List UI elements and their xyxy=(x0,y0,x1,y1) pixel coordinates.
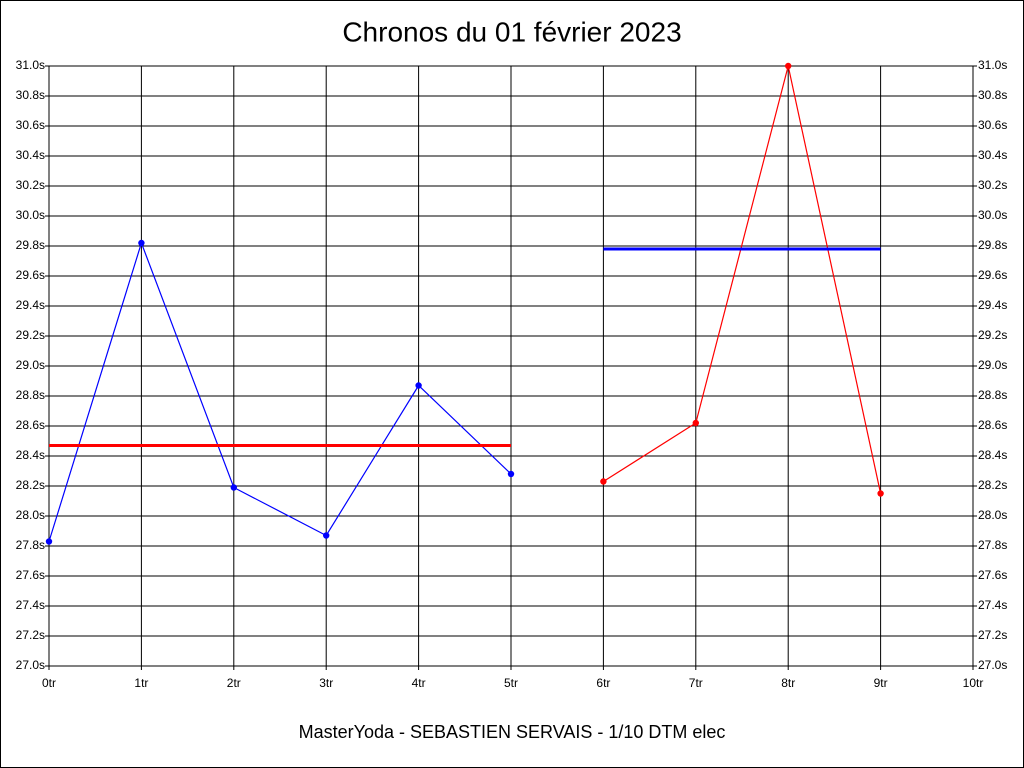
y-tick-label: 30.6s xyxy=(16,118,45,132)
point xyxy=(138,239,145,247)
y-tick-label: 28.0s xyxy=(16,508,45,522)
y-tick-label: 29.0s xyxy=(16,358,45,372)
y2-tick-label: 29.6s xyxy=(978,268,1007,282)
point xyxy=(45,538,53,545)
x-tick-label: 3tr xyxy=(319,676,333,690)
y2-tick-label: 27.2s xyxy=(978,628,1007,642)
y2-tick-label: 30.0s xyxy=(978,208,1007,222)
y2-tick-label: 30.2s xyxy=(978,178,1007,192)
y2-tick-label: 27.0s xyxy=(978,658,1007,672)
y2-tick-label: 27.8s xyxy=(978,538,1007,552)
point xyxy=(692,419,699,427)
y2-tick-label: 30.4s xyxy=(978,148,1007,162)
y2-tick-label: 28.0s xyxy=(978,508,1007,522)
y-tick-label: 28.6s xyxy=(16,418,45,432)
point xyxy=(507,470,515,478)
y2-tick-label: 30.6s xyxy=(978,118,1007,132)
y-tick-label: 29.2s xyxy=(16,328,45,342)
y-tick-label: 27.2s xyxy=(16,628,45,642)
x-tick-label: 2tr xyxy=(227,676,241,690)
point xyxy=(785,62,792,70)
plot-border xyxy=(48,65,974,667)
y2-tick-label: 28.2s xyxy=(978,478,1007,492)
y2-tick-label: 28.8s xyxy=(978,388,1007,402)
y-tick-label: 28.8s xyxy=(16,388,45,402)
y-tick-label: 27.8s xyxy=(16,538,45,552)
x-tick-label: 7tr xyxy=(689,676,703,690)
y2-tick-label: 29.8s xyxy=(978,238,1007,252)
y-tick-label: 30.0s xyxy=(16,208,45,222)
point xyxy=(230,484,237,491)
x-tick-label: 10tr xyxy=(963,676,984,690)
chart-subtitle: MasterYoda - SEBASTIEN SERVAIS - 1/10 DT… xyxy=(299,722,726,742)
chart-title: Chronos du 01 février 2023 xyxy=(342,16,681,47)
y-tick-label: 29.4s xyxy=(16,298,45,312)
x-tick-label: 5tr xyxy=(504,676,518,690)
series-line xyxy=(48,241,512,542)
x-tick-label: 9tr xyxy=(874,676,888,690)
y-tick-label: 28.2s xyxy=(16,478,45,492)
x-tick-label: 4tr xyxy=(412,676,426,690)
y-tick-label: 30.2s xyxy=(16,178,45,192)
y-tick-label: 29.8s xyxy=(16,238,45,252)
y2-tick-label: 29.0s xyxy=(978,358,1007,372)
y2-tick-label: 28.6s xyxy=(978,418,1007,432)
y-tick-label: 27.6s xyxy=(16,568,45,582)
y2-tick-label: 27.4s xyxy=(978,598,1007,612)
y-tick-label: 27.0s xyxy=(16,658,45,672)
y2-tick-label: 29.2s xyxy=(978,328,1007,342)
y-tick-label: 28.4s xyxy=(16,448,45,462)
y2-tick-label: 31.0s xyxy=(978,58,1007,72)
point xyxy=(415,382,422,389)
x-tick-label: 0tr xyxy=(42,676,56,690)
y2-tick-label: 28.4s xyxy=(978,448,1007,462)
y2-tick-label: 30.8s xyxy=(978,88,1007,102)
y-tick-label: 30.4s xyxy=(16,148,45,162)
point xyxy=(600,478,607,485)
y-tick-label: 30.8s xyxy=(16,88,45,102)
point xyxy=(323,532,330,539)
y2-tick-label: 27.6s xyxy=(978,568,1007,582)
y2-tick-label: 29.4s xyxy=(978,298,1007,312)
x-tick-label: 1tr xyxy=(134,676,148,690)
point xyxy=(877,490,884,497)
x-tick-label: 6tr xyxy=(596,676,610,690)
y-tick-label: 31.0s xyxy=(16,58,45,72)
y-tick-label: 29.6s xyxy=(16,268,45,282)
x-tick-label: 8tr xyxy=(781,676,795,690)
series-line xyxy=(603,65,882,494)
y-tick-label: 27.4s xyxy=(16,598,45,612)
